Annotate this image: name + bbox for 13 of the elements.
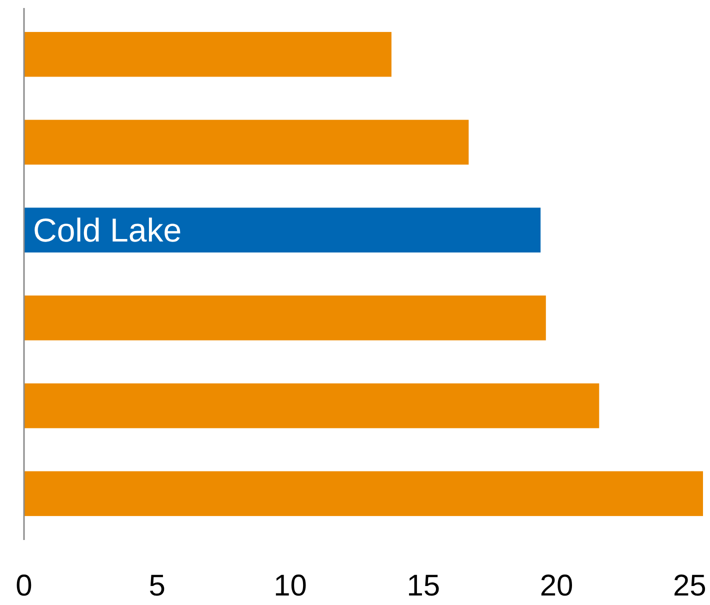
x-tick-label: 20	[540, 570, 574, 602]
bar	[24, 471, 703, 516]
x-tick-label: 25	[673, 570, 706, 602]
x-tick-label: 5	[148, 570, 166, 602]
bar	[24, 383, 600, 428]
x-tick-label: 10	[274, 570, 307, 602]
x-tick-label: 15	[406, 570, 440, 602]
bar	[24, 32, 392, 77]
x-tick-label: 0	[16, 570, 32, 602]
bar	[24, 208, 541, 252]
y-tick-label: Cold Lake	[33, 212, 182, 249]
bar	[24, 120, 469, 165]
bar	[24, 296, 546, 340]
